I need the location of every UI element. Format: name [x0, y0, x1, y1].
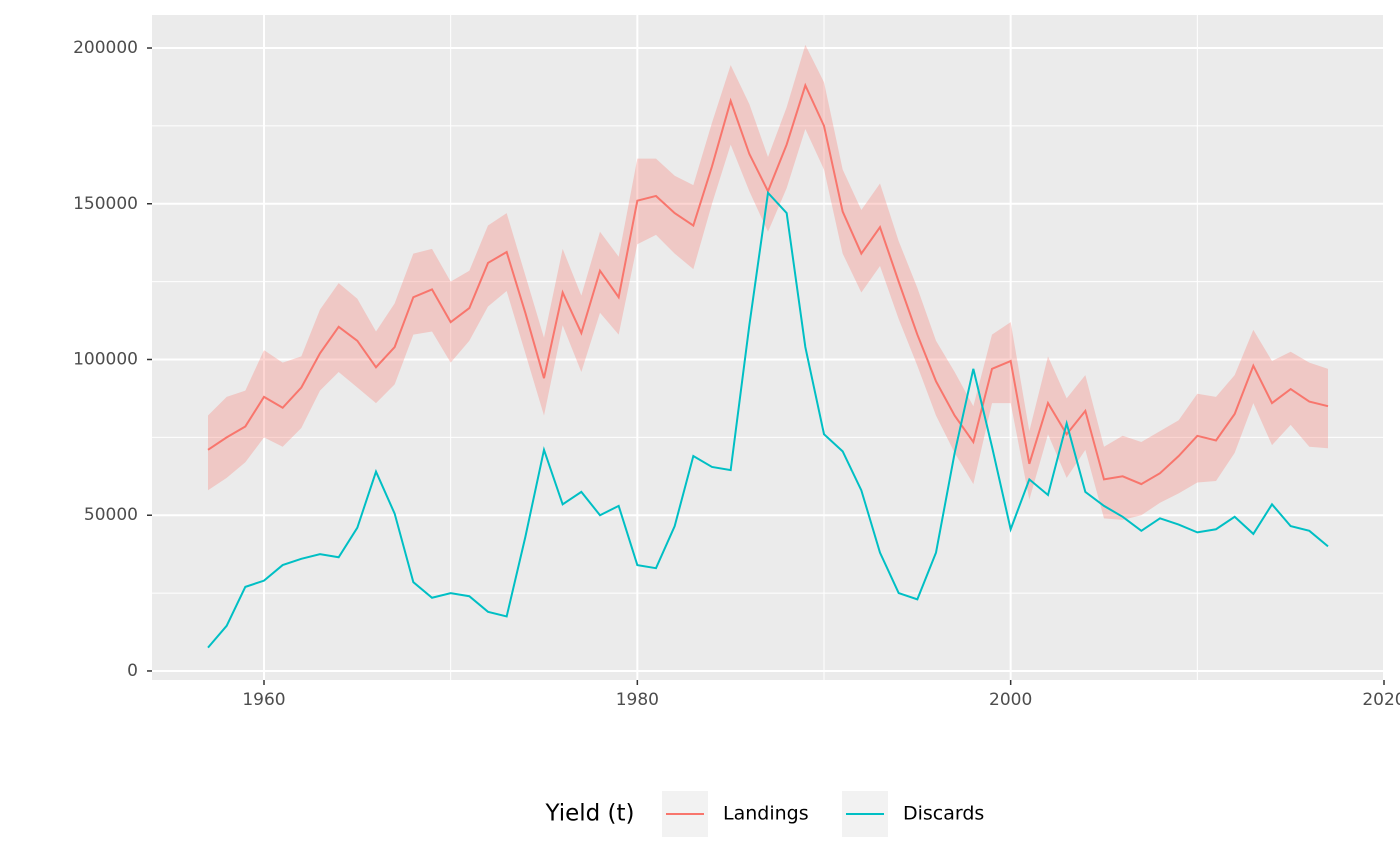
y-tick-label: 50000 [84, 505, 138, 525]
y-tick-label: 150000 [73, 194, 138, 214]
confidence-band [208, 44, 1328, 520]
legend-title: Yield (t) [544, 801, 634, 827]
x-tick-label: 2000 [989, 690, 1032, 710]
series-line [207, 82, 1329, 486]
series-line [207, 190, 1329, 649]
x-tick-label: 1960 [242, 690, 285, 710]
y-tick-label: 0 [127, 661, 138, 681]
y-tick-label: 200000 [73, 38, 138, 58]
x-tick-label: 1980 [616, 690, 659, 710]
x-tick-label: 2020 [1362, 690, 1400, 710]
legend-label: Discards [903, 803, 984, 825]
y-tick-label: 100000 [73, 349, 138, 369]
legend-label: Landings [723, 803, 809, 825]
